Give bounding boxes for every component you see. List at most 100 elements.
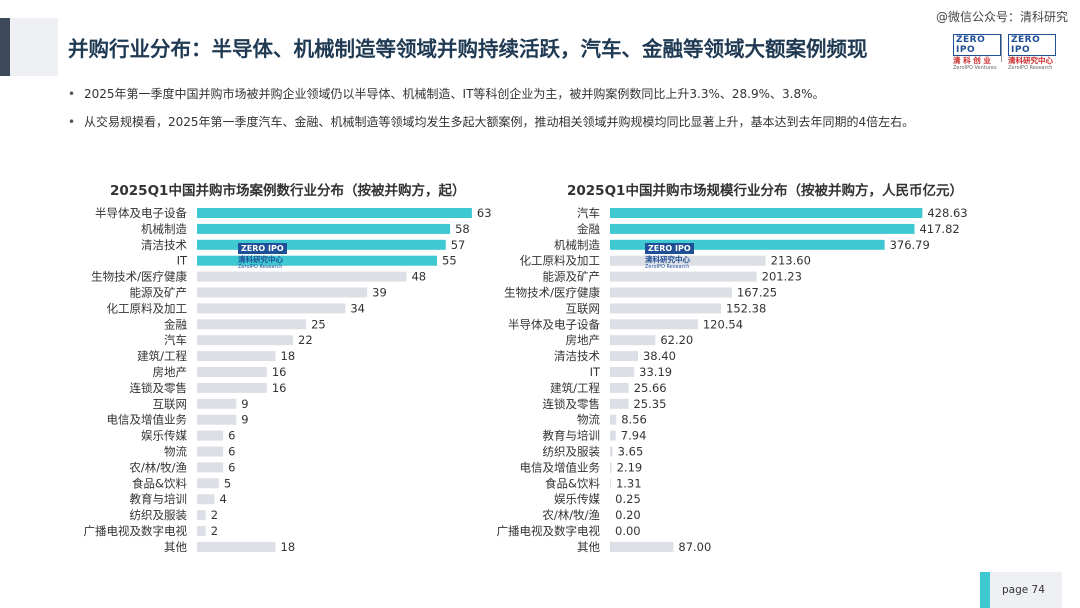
right-value-label-14: 7.94 (621, 429, 647, 443)
left-category-label-9: 建筑/工程 (137, 349, 187, 363)
left-value-label-2: 57 (451, 238, 466, 252)
left-value-label-0: 63 (477, 206, 492, 220)
right-value-label-9: 38.40 (643, 349, 676, 363)
right-value-label-18: 0.25 (615, 492, 641, 506)
left-category-label-0: 半导体及电子设备 (95, 206, 187, 220)
right-bar-4 (610, 271, 757, 282)
left-chart-title: 2025Q1中国并购市场案例数行业分布（按被并购方，起） (110, 183, 466, 199)
bullet-2-text: 从交易规模看，2025年第一季度汽车、金融、机械制造等领域均发生多起大额案例，推… (84, 115, 915, 129)
logo-separator (1001, 34, 1002, 62)
left-category-label-4: 生物技术/医疗健康 (91, 270, 187, 284)
right-value-label-1: 417.82 (919, 222, 959, 236)
right-category-label-6: 互联网 (566, 301, 601, 315)
left-category-label-11: 连锁及零售 (130, 381, 188, 395)
watermark: @微信公众号：清科研究 (935, 10, 1068, 24)
left-value-label-12: 9 (241, 397, 248, 411)
right-category-label-1: 金融 (577, 222, 600, 236)
right-category-label-19: 农/林/牧/渔 (542, 508, 600, 522)
left-value-label-6: 34 (350, 301, 365, 315)
left-bar-16 (197, 462, 224, 473)
right-bar-10 (610, 367, 635, 377)
right-value-label-7: 120.54 (703, 317, 743, 331)
left-category-label-17: 食品&饮料 (132, 476, 187, 490)
right-value-label-0: 428.63 (927, 206, 967, 220)
right-bar-15 (610, 446, 613, 457)
right-value-label-2: 376.79 (890, 238, 930, 252)
left-bar-7 (197, 319, 307, 330)
left-bar-8 (197, 335, 293, 346)
left-bar-13 (197, 414, 237, 425)
right-value-label-5: 167.25 (737, 286, 777, 300)
right-value-label-4: 201.23 (762, 270, 802, 284)
left-bar-6 (197, 303, 346, 314)
left-bar-3 (197, 255, 437, 266)
right-value-label-20: 0.00 (615, 524, 641, 538)
left-category-label-21: 其他 (164, 540, 187, 554)
left-value-label-11: 16 (272, 381, 287, 395)
left-accent-panel (10, 18, 58, 76)
page-title: 并购行业分布：半导体、机械制造等领域并购持续活跃，汽车、金融等领域大额案例频现 (68, 37, 868, 61)
right-bar-16 (610, 462, 612, 473)
right-bar-8 (610, 335, 656, 346)
right-bar-13 (610, 414, 617, 425)
right-category-label-4: 能源及矿产 (543, 270, 601, 284)
right-bar-0 (610, 208, 923, 218)
right-value-label-17: 1.31 (616, 476, 642, 490)
right-category-label-8: 房地产 (566, 333, 601, 347)
left-category-label-16: 农/林/牧/渔 (129, 460, 187, 474)
left-value-label-18: 4 (219, 492, 226, 506)
right-category-label-11: 建筑/工程 (550, 381, 600, 395)
left-bar-1 (197, 223, 451, 234)
left-value-label-5: 39 (372, 286, 387, 300)
left-value-label-9: 18 (281, 349, 296, 363)
page-number-accent (980, 572, 990, 608)
left-category-label-3: IT (177, 254, 188, 268)
left-category-label-12: 互联网 (153, 397, 188, 411)
right-bar-17 (610, 478, 611, 489)
left-category-label-10: 房地产 (153, 365, 188, 379)
right-value-label-6: 152.38 (726, 301, 766, 315)
left-value-label-14: 6 (228, 429, 235, 443)
left-category-label-14: 娱乐传媒 (141, 429, 187, 443)
left-category-label-13: 电信及增值业务 (107, 413, 188, 427)
left-category-label-1: 机械制造 (141, 222, 187, 236)
left-bar-11 (197, 382, 267, 393)
left-category-label-19: 纺织及服装 (130, 508, 188, 522)
right-bar-9 (610, 351, 638, 362)
left-value-label-3: 55 (442, 254, 457, 268)
left-value-label-16: 6 (228, 460, 235, 474)
bullet-1: • 2025年第一季度中国并购市场被并购企业领域仍以半导体、机械制造、IT等科创企… (68, 85, 825, 102)
right-bar-11 (610, 382, 629, 393)
right-category-label-13: 物流 (577, 413, 600, 427)
left-bar-20 (197, 526, 206, 536)
right-category-label-14: 教育与培训 (543, 429, 601, 443)
left-bar-4 (197, 271, 407, 282)
left-bar-17 (197, 478, 219, 489)
left-bar-5 (197, 287, 368, 298)
left-category-label-15: 物流 (164, 445, 187, 459)
zero-ipo-ventures-logo: ZERO IPO 清 科 创 业 ZeroIPO Ventures (953, 34, 1001, 71)
right-category-label-10: IT (590, 365, 601, 379)
right-category-label-5: 生物技术/医疗健康 (504, 286, 600, 300)
right-value-label-13: 8.56 (621, 413, 647, 427)
left-value-label-17: 5 (224, 476, 231, 490)
right-value-label-11: 25.66 (634, 381, 667, 395)
right-category-label-18: 娱乐传媒 (554, 492, 600, 506)
left-value-label-20: 2 (211, 524, 218, 538)
right-category-label-16: 电信及增值业务 (520, 460, 601, 474)
right-bar-12 (610, 398, 629, 409)
right-value-label-21: 87.00 (678, 540, 711, 554)
left-bar-21 (197, 541, 276, 552)
right-value-label-8: 62.20 (660, 333, 693, 347)
right-chart-watermark-logo: ZERO IPO 清科研究中心 ZeroIPO Research (645, 236, 705, 270)
left-value-label-21: 18 (281, 540, 296, 554)
right-category-label-2: 机械制造 (554, 238, 600, 252)
left-category-label-6: 化工原料及加工 (107, 301, 188, 315)
left-value-label-13: 9 (241, 413, 248, 427)
left-value-label-19: 2 (211, 508, 218, 522)
left-category-label-2: 清洁技术 (141, 238, 187, 252)
right-value-label-3: 213.60 (771, 254, 811, 268)
left-value-label-7: 25 (311, 317, 326, 331)
right-bar-21 (610, 541, 674, 552)
